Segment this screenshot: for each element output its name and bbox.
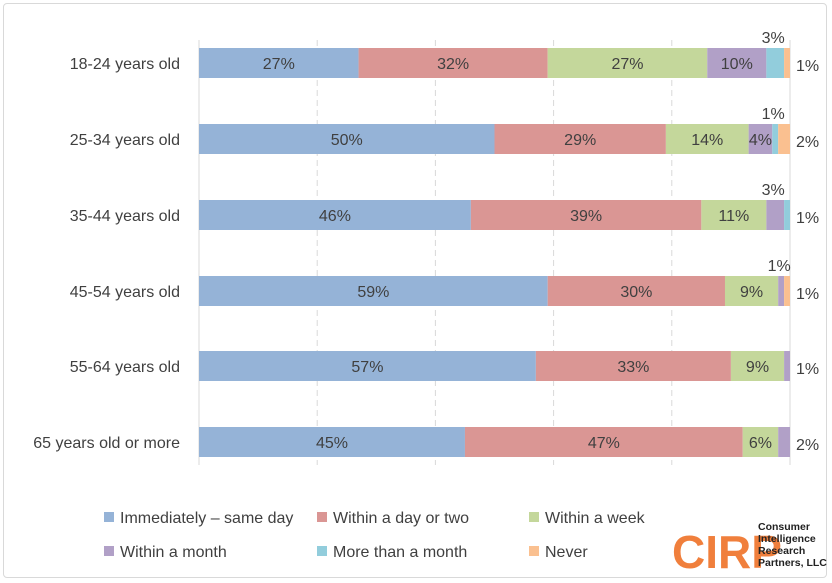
bar-segment (742, 427, 779, 457)
bar-segment (199, 124, 495, 154)
legend-swatch (104, 512, 114, 522)
bar-segment (665, 124, 749, 154)
value-label: 9% (740, 284, 763, 301)
value-label: 1% (796, 210, 819, 227)
value-label: 59% (357, 284, 389, 301)
value-label: 9% (746, 359, 769, 376)
bar-segment (358, 48, 548, 78)
value-label: 3% (762, 182, 785, 199)
value-label: 2% (796, 134, 819, 151)
category-label: 18-24 years old (70, 56, 180, 73)
bar-segment (778, 124, 790, 154)
value-label: 32% (437, 56, 469, 73)
legend-label: Never (545, 544, 588, 561)
legend-label: Within a month (120, 544, 227, 561)
bar-segment (778, 276, 785, 306)
bar-segment (784, 48, 790, 78)
bar-segment (766, 200, 785, 230)
value-label: 10% (721, 56, 753, 73)
bar-segment (724, 276, 779, 306)
value-label: 1% (762, 106, 785, 123)
category-labels: 18-24 years old 25-34 years old 35-44 year… (33, 56, 180, 452)
legend-label: Within a week (545, 510, 646, 527)
bar-segment (547, 276, 725, 306)
bar-segment (784, 351, 790, 381)
bar-segment (199, 276, 548, 306)
category-label: 35-44 years old (70, 208, 180, 225)
cirp-logo: CIRP Consumer Intelligence Research Part… (672, 521, 827, 578)
bar-segment (778, 427, 790, 457)
value-label: 39% (570, 208, 602, 225)
category-label: 45-54 years old (70, 284, 180, 301)
value-labels: 27% 32% 27% 10% 3% 1% 50% 29% 14% 4% 1% 2% 46% 39% 11%… (263, 30, 819, 454)
value-label: 29% (564, 132, 596, 149)
category-label: 55-64 years old (70, 359, 180, 376)
gridlines (198, 40, 791, 465)
value-label: 11% (718, 208, 749, 225)
logo-line-3: Research (758, 545, 805, 557)
category-label: 25-34 years old (70, 132, 180, 149)
logo-line-2: Intelligence (758, 533, 816, 545)
bar-segment (784, 200, 790, 230)
bar-segment (772, 124, 779, 154)
logo-line-4: Partners, LLC (758, 557, 827, 569)
value-label: 4% (749, 132, 772, 149)
legend-label: Within a day or two (333, 510, 469, 527)
bar-segment (494, 124, 666, 154)
value-label: 46% (319, 208, 351, 225)
value-label: 27% (263, 56, 295, 73)
value-label: 2% (796, 437, 819, 454)
bar-segment (748, 124, 773, 154)
value-label: 33% (617, 359, 649, 376)
bar-segment (766, 48, 785, 78)
logo-text: CIRP (672, 526, 782, 578)
value-label: 1% (796, 361, 819, 378)
value-label: 27% (611, 56, 643, 73)
legend-swatch (317, 512, 327, 522)
value-label: 57% (351, 359, 383, 376)
bar-segment (199, 200, 471, 230)
bar-segment (730, 351, 785, 381)
value-label: 45% (316, 435, 348, 452)
bar-segment (707, 48, 767, 78)
legend-swatch (104, 546, 114, 556)
bar-segment (535, 351, 731, 381)
chart-frame (3, 3, 827, 578)
legend: Immediately – same day Within a day or tw… (104, 510, 646, 561)
legend-swatch (317, 546, 327, 556)
bar-segment (547, 48, 708, 78)
bar-segment (199, 427, 465, 457)
legend-swatch (529, 546, 539, 556)
value-label: 30% (620, 284, 652, 301)
category-label: 65 years old or more (33, 435, 180, 452)
bar-segments (199, 48, 790, 457)
logo-line-1: Consumer (758, 521, 810, 533)
value-label: 14% (691, 132, 723, 149)
legend-label: Immediately – same day (120, 510, 293, 527)
legend-swatch (529, 512, 539, 522)
value-label: 1% (768, 258, 791, 275)
bar-segment (464, 427, 743, 457)
value-label: 6% (749, 435, 772, 452)
bar-segment (199, 351, 536, 381)
legend-label: More than a month (333, 544, 467, 561)
value-label: 47% (588, 435, 620, 452)
bar-segment (470, 200, 702, 230)
bar-segment (784, 276, 790, 306)
value-label: 1% (796, 58, 819, 75)
bar-segment (199, 48, 359, 78)
value-label: 1% (796, 286, 819, 303)
bar-segment (701, 200, 767, 230)
value-label: 3% (762, 30, 785, 47)
value-label: 50% (331, 132, 363, 149)
